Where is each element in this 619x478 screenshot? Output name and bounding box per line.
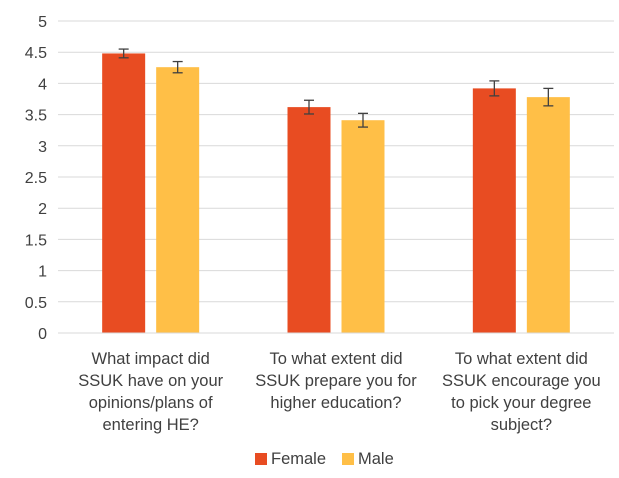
- x-category-label-line: What impact did: [92, 350, 210, 368]
- legend-swatch-male: [342, 453, 354, 465]
- bars: [102, 53, 570, 334]
- x-category-label-line: SSUK encourage you: [442, 372, 601, 390]
- x-category-label: What impact did SSUK have on your opinions…: [78, 350, 223, 434]
- x-category-label-line: SSUK have on your: [78, 372, 223, 390]
- bar-female: [287, 107, 331, 333]
- legend: Female Male: [255, 450, 394, 468]
- x-category-label-line: entering HE?: [103, 416, 199, 434]
- x-category-label: To what extent did SSUK encourage you to p…: [442, 350, 601, 434]
- bar-female: [472, 88, 516, 333]
- y-tick-label: 0.5: [25, 295, 47, 312]
- x-category-label-line: higher education?: [270, 394, 401, 412]
- y-tick-label: 2: [38, 201, 47, 218]
- gridlines: [58, 20, 614, 303]
- bar-male: [341, 120, 385, 333]
- x-category-label-line: opinions/plans of: [89, 394, 213, 412]
- y-tick-label: 5: [38, 14, 47, 31]
- bar-male: [156, 67, 200, 334]
- legend-swatch-female: [255, 453, 267, 465]
- y-tick-label: 4.5: [25, 45, 47, 62]
- x-category-label: To what extent did SSUK prepare you for hi…: [255, 350, 417, 412]
- x-category-label-line: To what extent did: [270, 350, 403, 368]
- y-tick-label: 3.5: [25, 108, 47, 125]
- legend-label-female: Female: [271, 450, 326, 468]
- x-category-label-line: to pick your degree: [451, 394, 591, 412]
- bar-female: [102, 53, 146, 333]
- x-category-label-line: To what extent did: [455, 350, 588, 368]
- x-category-label-line: SSUK prepare you for: [255, 372, 417, 390]
- y-tick-label: 2.5: [25, 170, 47, 187]
- bar-male: [526, 97, 570, 334]
- x-axis-categories: What impact did SSUK have on your opinions…: [78, 350, 600, 434]
- error-bars: [118, 48, 554, 128]
- x-category-label-line: subject?: [491, 416, 552, 434]
- y-tick-label: 1.5: [25, 232, 47, 249]
- y-tick-label: 0: [38, 326, 47, 343]
- y-axis-ticks: 0 0.5 1 1.5 2 2.5 3 3.5 4 4.5 5: [25, 14, 47, 343]
- y-tick-label: 1: [38, 264, 47, 281]
- y-tick-label: 4: [38, 76, 47, 93]
- legend-label-male: Male: [358, 450, 394, 468]
- y-tick-label: 3: [38, 139, 47, 156]
